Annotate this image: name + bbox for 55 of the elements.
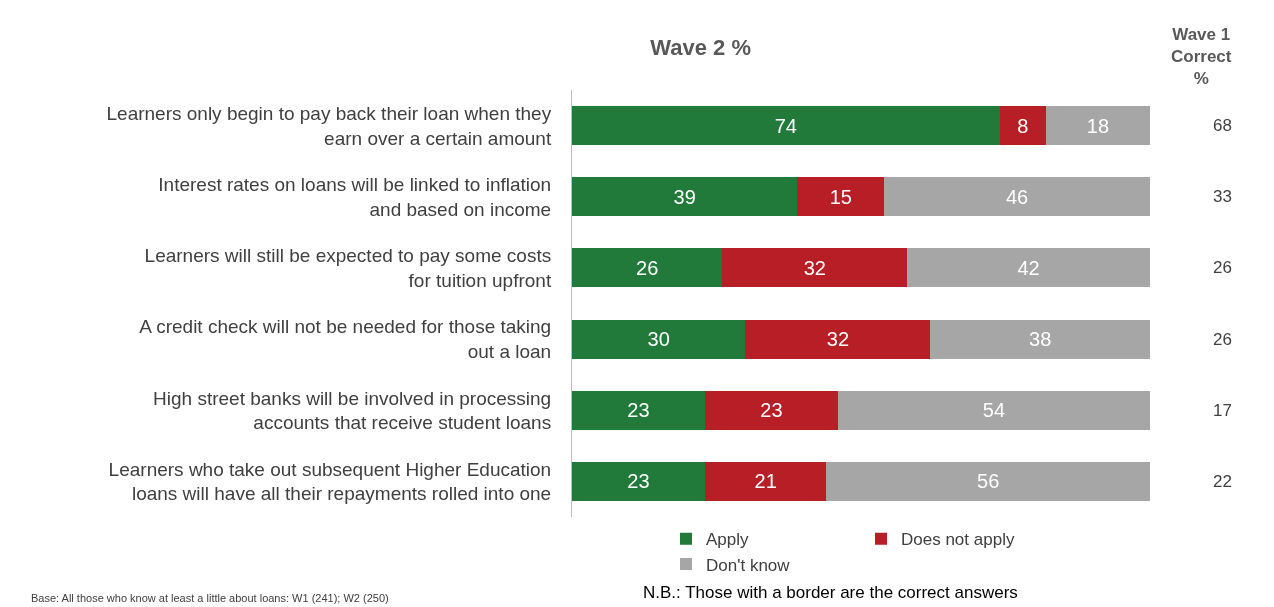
data-label: 54 — [982, 399, 1006, 422]
data-label: 23 — [760, 399, 783, 422]
data-label: 15 — [829, 185, 852, 208]
y-tick-label: Learners only begin to pay back their loan when they earn over a certain amount — [106, 102, 552, 149]
data-label: 18 — [1086, 114, 1110, 137]
bar — [572, 461, 705, 501]
text: 26 — [1213, 258, 1232, 277]
bar — [572, 177, 798, 217]
bar — [572, 106, 1000, 146]
data-label: 32 — [826, 328, 850, 351]
legend-label: Apply — [706, 530, 750, 550]
data-label: 21 — [754, 470, 777, 493]
text: 17 — [1213, 401, 1232, 420]
bar — [999, 106, 1046, 146]
legend-label: Does not apply — [901, 530, 1015, 550]
data-label: 32 — [803, 256, 826, 279]
data-label: 46 — [1005, 185, 1029, 208]
bar — [930, 319, 1150, 359]
bar — [572, 390, 705, 430]
y-tick-label: Learners who take out subsequent Higher Education loans will have all their repayments rolled into one — [108, 458, 552, 505]
bar — [572, 319, 746, 359]
text: N.B.: Those with a border are the correct answers — [643, 583, 1018, 602]
data-label: 23 — [627, 399, 650, 422]
text: Wave 1 Correct % — [1171, 25, 1232, 89]
bar — [826, 461, 1150, 501]
bar — [837, 390, 1150, 430]
text: 26 — [1213, 330, 1232, 349]
bar — [884, 177, 1150, 217]
bar — [572, 248, 723, 288]
data-label: 39 — [673, 185, 696, 208]
data-label: 30 — [647, 328, 670, 351]
bar — [745, 319, 931, 359]
data-label: 23 — [627, 470, 650, 493]
text: 33 — [1213, 187, 1232, 206]
legend-label: Don't know — [706, 555, 791, 575]
bar — [797, 177, 885, 217]
data-label: 42 — [1017, 256, 1040, 279]
y-tick-label: High street banks will be involved in processing accounts that receive student loans — [153, 387, 552, 434]
data-label: 26 — [636, 256, 659, 279]
y-tick-label: A credit check will not be needed for those taking out a loan — [139, 316, 552, 363]
bar — [722, 248, 908, 288]
text: Base: All those who know at least a little about loans: W1 (241); W2 (250) — [31, 592, 389, 604]
text: 68 — [1213, 116, 1232, 135]
chart-title: Wave 2 % — [650, 34, 752, 60]
y-tick-label: Interest rates on loans will be linked to inflation and based on income — [158, 174, 552, 220]
bar — [907, 248, 1150, 288]
y-tick-label: Learners will still be expected to pay some costs for tuition upfront — [144, 245, 552, 291]
data-label: 56 — [977, 470, 1000, 493]
text: 22 — [1213, 472, 1232, 491]
bar — [704, 390, 838, 430]
data-label: 74 — [774, 114, 797, 137]
data-label: 8 — [1017, 114, 1029, 137]
data-label: 38 — [1029, 328, 1052, 351]
bar — [1045, 106, 1150, 146]
bar — [704, 461, 827, 501]
